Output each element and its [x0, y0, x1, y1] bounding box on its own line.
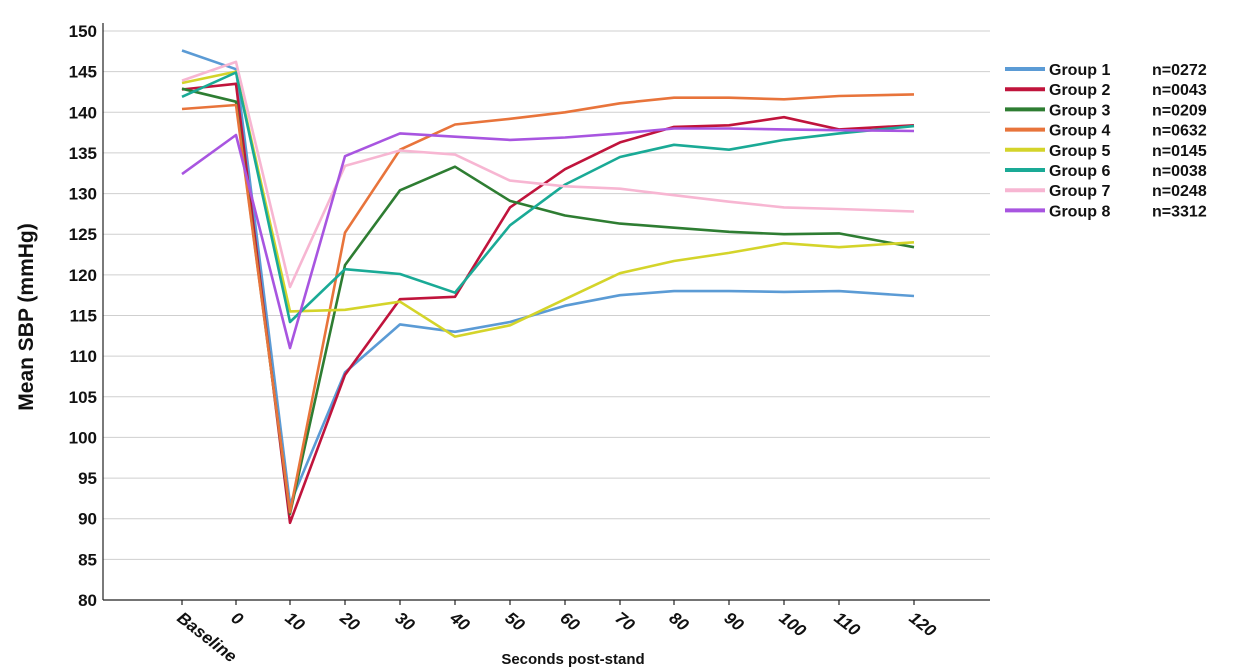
x-tick-label: 10	[282, 608, 309, 635]
legend-count: n=0038	[1152, 163, 1207, 180]
y-tick-label: 130	[69, 185, 97, 204]
legend-label: Group 5	[1049, 143, 1110, 160]
legend-count: n=0248	[1152, 183, 1207, 200]
y-tick-label: 140	[69, 103, 97, 122]
x-tick-label: 60	[557, 608, 584, 635]
x-tick-label: 0	[228, 608, 248, 629]
x-tick-label: 70	[612, 608, 639, 635]
legend-label: Group 1	[1049, 62, 1110, 79]
y-tick-label: 95	[78, 469, 97, 488]
series-line-group-1	[181, 49, 915, 506]
legend-count: n=0145	[1152, 143, 1207, 160]
x-axis-title: Seconds post-stand	[501, 651, 644, 668]
x-tick-label: 120	[906, 608, 940, 641]
x-tick-label: 110	[831, 608, 864, 640]
y-tick-label: 110	[70, 347, 97, 366]
series-line-group-3	[181, 87, 915, 516]
y-tick-label: 100	[69, 428, 97, 447]
y-tick-label: 135	[69, 144, 97, 163]
legend-count: n=0043	[1152, 82, 1207, 99]
x-tick-label: 80	[666, 608, 693, 635]
x-tick-label: 20	[336, 608, 364, 636]
x-tick-label: 100	[776, 608, 810, 641]
gridlines	[103, 30, 990, 560]
y-tick-label: 85	[78, 550, 97, 569]
y-tick-label: 145	[69, 63, 97, 82]
legend-label: Group 7	[1049, 183, 1110, 200]
legend-label: Group 4	[1049, 123, 1110, 140]
legend-label: Group 3	[1049, 102, 1110, 119]
x-tick-label: 90	[721, 608, 748, 635]
legend-count: n=0272	[1152, 62, 1207, 79]
legend-label: Group 6	[1049, 163, 1110, 180]
x-tick-label: 40	[446, 608, 474, 636]
y-tick-label: 150	[69, 22, 97, 41]
x-tick-label: Baseline	[174, 608, 241, 666]
legend-label: Group 2	[1049, 82, 1110, 99]
series-line-group-8	[181, 127, 915, 350]
y-tick-label: 120	[69, 266, 97, 285]
legend-count: n=3312	[1152, 203, 1207, 220]
x-tick-label: 50	[502, 608, 529, 635]
legend-count: n=0209	[1152, 102, 1207, 119]
y-tick-label: 125	[69, 225, 97, 244]
y-tick-label: 80	[78, 591, 97, 610]
x-tick-label: 30	[392, 608, 419, 635]
y-tick-label: 105	[69, 388, 97, 407]
legend-count: n=0632	[1152, 123, 1207, 140]
y-tick-label: 90	[78, 510, 97, 529]
y-tick-label: 115	[70, 307, 97, 326]
y-axis-tick-labels: 80 85 90 95 100 105 110 115 120 125 130 135 140 145 15…	[69, 22, 97, 610]
y-axis-title: Mean SBP (mmHg)	[15, 223, 38, 410]
legend-label: Group 8	[1049, 203, 1110, 220]
series-line-group-5	[181, 70, 915, 338]
series-line-group-2	[181, 82, 915, 525]
series-line-group-4	[181, 93, 915, 514]
series-lines	[181, 49, 915, 525]
series-line-group-7	[181, 60, 915, 289]
axes	[102, 23, 990, 605]
legend: Group 1 n=0272 Group 2 n=0043 Group 3 n=0209 G…	[1005, 62, 1207, 220]
